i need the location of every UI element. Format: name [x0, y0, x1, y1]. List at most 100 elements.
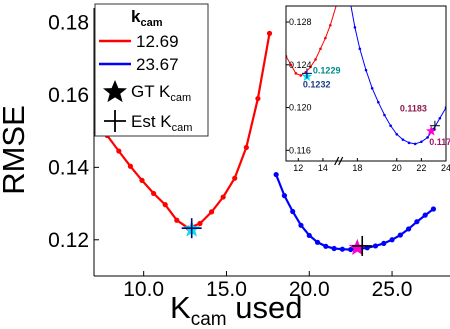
y-tick-label: 0.14 [48, 156, 89, 179]
inset-data-point [370, 87, 374, 90]
inset-data-point [401, 138, 405, 141]
y-tick-label: 0.18 [48, 11, 89, 34]
y-tick-label: 0.12 [48, 229, 89, 252]
inset-data-point [309, 65, 312, 69]
data-point [381, 240, 387, 247]
inset-data-point [426, 136, 429, 139]
inset-data-point [294, 72, 298, 75]
inset-x-tick-label: 12 [293, 163, 303, 173]
data-point [174, 217, 180, 223]
inset-x-tick-label: 18 [352, 163, 362, 173]
inset-x-tick-label: 20 [392, 163, 402, 173]
x-axis-label-sub: cam [191, 309, 227, 329]
inset-data-point [353, 26, 357, 29]
data-point [162, 202, 168, 208]
legend-label-4-main: Est K [131, 112, 172, 131]
legend-label-4: Est Kcam [131, 112, 192, 134]
inset-frame [285, 5, 447, 162]
inset-plot: 0.116 0.120 0.124 0.128 12 14 18 20 22 24 0.1229 0.… [284, 0, 450, 173]
inset-data-point [383, 113, 386, 117]
inset-x-tick-label: 22 [416, 163, 426, 173]
data-point [372, 243, 379, 249]
y-axis-label: RMSE [0, 105, 31, 195]
gt-star-marker [348, 238, 366, 255]
legend-label-1: 12.69 [136, 32, 179, 51]
legend-title-main: k [131, 7, 141, 26]
data-point [151, 190, 157, 197]
x-axis-label-main: K [170, 290, 191, 325]
inset-background [284, 4, 448, 163]
legend-title: kcam [131, 7, 163, 29]
data-point [290, 208, 296, 215]
data-point [314, 239, 321, 245]
legend-label-3-sub: cam [170, 92, 191, 104]
data-point [339, 246, 345, 252]
data-point [422, 212, 428, 218]
inset-data-point [413, 142, 417, 146]
legend-label-3: GT Kcam [131, 82, 191, 104]
inset-data-point [389, 124, 392, 128]
legend-title-sub: cam [140, 17, 162, 29]
inset-axis-break [334, 156, 340, 166]
inset-annotation: 0.1183 [400, 104, 427, 114]
inset-gt-star-marker [426, 125, 437, 136]
legend-label-4-sub: cam [172, 122, 193, 134]
legend-box [94, 3, 209, 137]
data-point [273, 171, 279, 178]
inset-data [286, 0, 446, 146]
data-point [331, 245, 337, 252]
inset-data-point [329, 23, 332, 27]
x-tick-label: 20.0 [289, 278, 330, 301]
inset-y-tick-label: 0.124 [289, 60, 312, 70]
inset-data-point [395, 132, 399, 136]
data-point [139, 177, 145, 183]
data-point [323, 243, 329, 249]
inset-y-tick-label: 0.128 [289, 17, 312, 27]
data-point [397, 232, 403, 238]
data-point [208, 209, 215, 215]
main-plot: 0.12 0.14 0.16 0.18 10.0 15.0 20.0 25.0 [48, 8, 450, 301]
inset-axis-break [338, 156, 344, 166]
y-tick-label: 0.16 [48, 84, 89, 107]
inset-annotation: 0.1229 [313, 66, 341, 76]
data-point [348, 246, 354, 253]
inset-y-tick-label: 0.116 [289, 145, 311, 155]
legend-star-icon [103, 80, 127, 103]
legend-label-3-main: GT K [131, 82, 171, 101]
inset-data-point [336, 0, 339, 2]
inset-data-point [358, 47, 362, 51]
data-point [116, 148, 122, 154]
data-point [414, 219, 420, 225]
data-point [255, 95, 261, 102]
inset-data-point [314, 58, 317, 61]
inset-data-point [438, 116, 442, 120]
data-point [197, 220, 203, 227]
data-point [306, 232, 312, 239]
inset-x-tick-label: 14 [318, 163, 328, 173]
inset-data-point [319, 47, 322, 51]
inset-data-point [420, 140, 423, 144]
data-point [266, 30, 273, 36]
inset-data-point [289, 63, 293, 67]
inset-data-point [324, 36, 327, 40]
data-point [298, 222, 304, 228]
data-point [406, 226, 412, 232]
data-point [232, 175, 238, 181]
data-point [389, 237, 395, 243]
inset-data-point [364, 68, 368, 72]
inset-annotation: 0.1178 [429, 137, 450, 147]
x-axis-label: Kcam used [170, 290, 302, 329]
inset-data-point [349, 0, 352, 2]
legend-label-2: 23.67 [136, 55, 179, 74]
data-point [281, 193, 288, 199]
x-tick-label: 10.0 [123, 278, 164, 301]
data-point [220, 194, 226, 200]
inset-data-point [299, 74, 303, 77]
x-tick-label: 15.0 [206, 278, 247, 301]
x-tick-label: 25.0 [372, 278, 413, 301]
inset-y-tick-label: 0.120 [289, 103, 312, 113]
data-point [243, 144, 249, 151]
data-point [430, 206, 437, 212]
series-line [275, 174, 435, 251]
